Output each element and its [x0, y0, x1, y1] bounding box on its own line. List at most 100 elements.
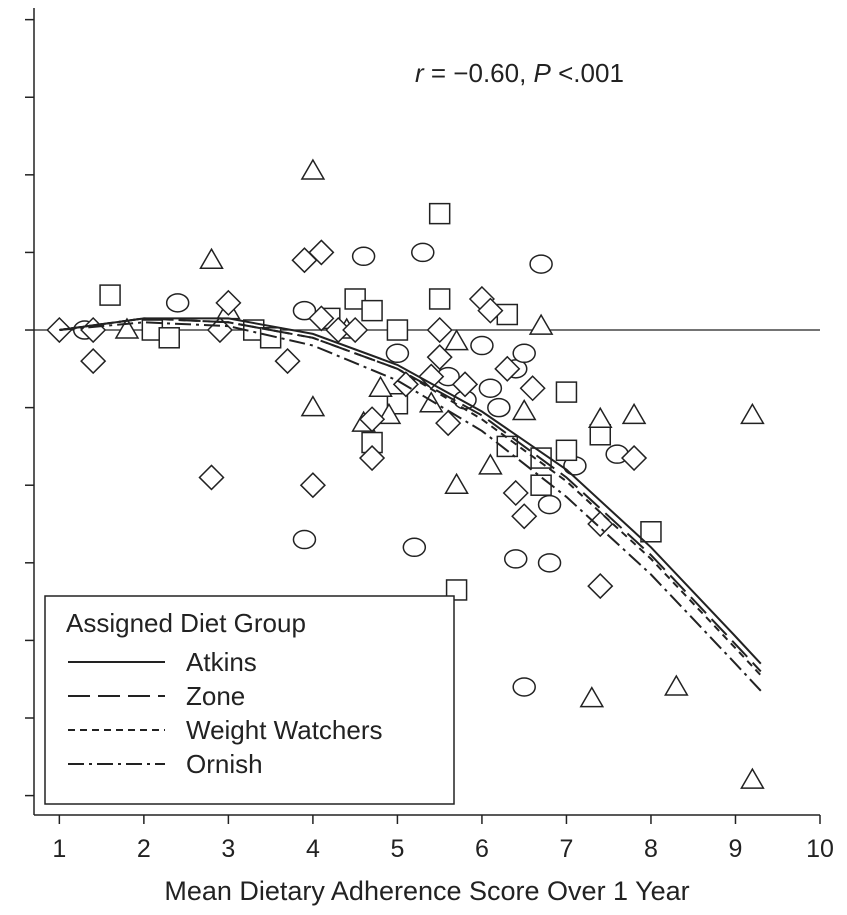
ornish-point-diamond	[451, 371, 479, 398]
zone-point-square	[259, 327, 282, 349]
ornish-point-diamond	[511, 503, 538, 530]
x-tick-label: 4	[306, 835, 320, 863]
x-tick-label: 5	[390, 835, 404, 863]
weight-watchers-point-triangle	[368, 375, 393, 397]
atkins-point-circle	[165, 293, 190, 313]
weight-watchers-point-triangle	[528, 313, 554, 335]
x-tick-label: 8	[644, 835, 658, 863]
ornish-point-diamond	[342, 316, 369, 344]
legend-box	[44, 595, 455, 805]
x-tick-label: 3	[221, 835, 235, 863]
weight-watchers-point-triangle	[587, 406, 613, 429]
weight-watchers-point-triangle	[740, 767, 765, 789]
r-label: r	[415, 58, 425, 88]
atkins-point-circle	[537, 494, 562, 515]
axes: 1 2 3 4 5 6 7 8 9 10	[25, 8, 834, 863]
atkins-fit-curve	[59, 317, 762, 665]
x-ticks: 1 2 3 4 5 6 7 8 9 10	[52, 815, 834, 863]
zone-point-square	[99, 284, 121, 306]
zone-point-square	[361, 299, 383, 322]
weight-watchers-point-triangle	[444, 329, 469, 351]
ornish-point-diamond	[426, 316, 453, 344]
zone-point-square	[158, 327, 180, 349]
ornish-point-diamond	[494, 355, 521, 382]
weight-watchers-point-triangle	[300, 395, 326, 417]
legend-label-weight-watchers: Weight Watchers	[186, 715, 383, 745]
ornish-point-diamond	[519, 375, 546, 402]
weight-watchers-point-triangle	[478, 453, 503, 475]
x-axis-title: Mean Dietary Adherence Score Over 1 Year	[164, 876, 689, 906]
legend-entries: Atkins Zone Weight Watchers Ornish	[68, 647, 383, 779]
atkins-point-circle	[478, 378, 503, 398]
atkins-point-circle	[351, 246, 376, 267]
zone-point-square	[428, 202, 451, 225]
weight-watchers-point-triangle	[300, 158, 326, 180]
ornish-point-diamond	[80, 348, 107, 375]
legend-label-ornish: Ornish	[186, 749, 263, 779]
legend-label-atkins: Atkins	[186, 647, 257, 677]
x-tick-label: 6	[475, 835, 489, 863]
weight-watchers-point-triangle	[664, 674, 689, 696]
x-tick-label: 2	[137, 835, 151, 863]
x-tick-label: 10	[806, 835, 834, 863]
data-markers	[46, 158, 765, 789]
ornish-point-diamond	[621, 444, 648, 472]
ornish-point-diamond	[198, 464, 225, 491]
legend-title: Assigned Diet Group	[66, 608, 306, 638]
atkins-point-circle	[512, 343, 536, 364]
zone-point-square	[428, 288, 451, 310]
atkins-point-circle	[411, 242, 435, 263]
ornish-point-diamond	[308, 239, 335, 266]
zone-point-square	[555, 381, 578, 403]
zone-fit-curve	[59, 317, 762, 673]
legend: Assigned Diet Group Atkins Zone Weight Wat…	[44, 595, 455, 805]
atkins-point-circle	[537, 553, 562, 573]
atkins-point-circle	[292, 529, 317, 550]
ornish-point-diamond	[477, 297, 504, 324]
ornish-point-diamond	[359, 406, 386, 433]
weight-watchers-point-triangle	[621, 402, 647, 425]
ornish-point-diamond	[215, 289, 242, 316]
legend-label-zone: Zone	[186, 681, 245, 711]
weight-watchers-point-triangle	[579, 686, 605, 708]
zone-point-square	[530, 474, 552, 496]
zone-point-square	[344, 288, 366, 310]
y-ticks	[25, 18, 34, 797]
zone-point-square	[555, 439, 578, 462]
weight-watchers-point-triangle	[114, 317, 140, 339]
zone-point-square	[640, 521, 662, 543]
ornish-point-diamond	[392, 371, 419, 398]
fit-curves	[59, 317, 762, 692]
ornish-point-diamond	[299, 472, 326, 499]
weight-watchers-point-triangle	[418, 391, 444, 413]
x-tick-label: 1	[52, 835, 66, 863]
x-tick-label: 7	[559, 835, 573, 863]
ornish-point-diamond	[274, 348, 301, 375]
ornish-point-diamond	[359, 444, 386, 472]
atkins-point-circle	[385, 343, 410, 364]
weight-watchers-point-triangle	[444, 472, 469, 494]
atkins-point-circle	[292, 300, 317, 321]
atkins-point-circle	[402, 537, 427, 558]
ornish-point-diamond	[426, 344, 453, 371]
ornish-point-diamond	[587, 573, 614, 600]
p-value: <.001	[551, 58, 624, 88]
zone-point-square	[386, 392, 409, 415]
weight-watchers-point-triangle	[199, 247, 224, 269]
zone-point-square	[386, 319, 409, 341]
correlation-annotation: r = −0.60, P <.001	[415, 58, 624, 88]
x-tick-label: 9	[729, 835, 743, 863]
ornish-point-diamond	[46, 316, 73, 344]
weight-watchers-point-triangle	[740, 402, 765, 425]
zone-point-square	[445, 579, 468, 601]
r-value: = −0.60,	[424, 58, 534, 88]
atkins-point-circle	[503, 549, 528, 569]
atkins-point-circle	[487, 397, 511, 418]
ornish-point-diamond	[435, 410, 462, 437]
p-label: P	[534, 58, 552, 88]
weight-watchers-fit-curve	[59, 317, 762, 676]
atkins-point-circle	[512, 677, 536, 697]
ornish-fit-curve	[59, 321, 762, 692]
weight-watchers-point-triangle	[511, 399, 537, 421]
